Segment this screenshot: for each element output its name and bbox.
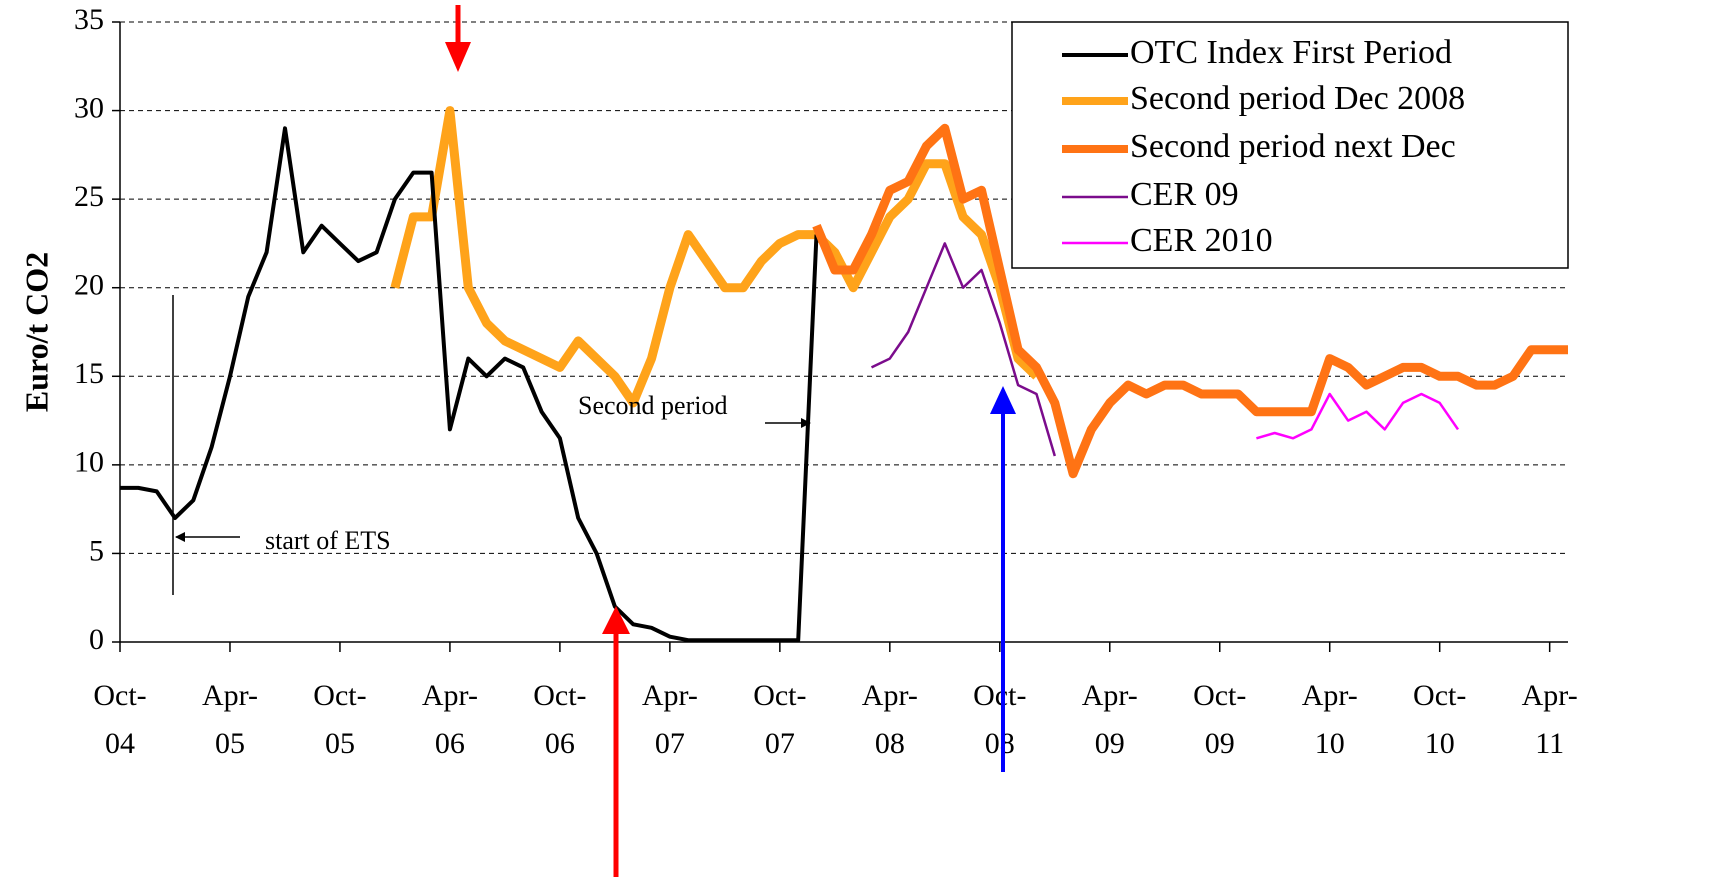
red-arrow xyxy=(445,5,471,72)
y-tick-label: 35 xyxy=(74,3,104,36)
x-tick-label: 05 xyxy=(215,727,245,760)
x-tick-label: Apr- xyxy=(1522,679,1578,712)
y-axis-title: Euro/t CO2 xyxy=(18,252,54,412)
x-tick-label: Oct- xyxy=(753,679,806,712)
x-tick-label: 08 xyxy=(875,727,905,760)
x-tick-label: Apr- xyxy=(1302,679,1358,712)
y-tick-label: 0 xyxy=(89,623,104,656)
legend: OTC Index First Period Second period Dec … xyxy=(1011,21,1569,269)
annotation: Second period xyxy=(578,391,727,420)
x-tick-label: Oct- xyxy=(1193,679,1246,712)
x-tick-label: Apr- xyxy=(1082,679,1138,712)
blue-arrow xyxy=(990,386,1016,772)
series-line xyxy=(870,242,1056,457)
series-line xyxy=(120,126,819,643)
x-tick-label: 05 xyxy=(325,727,355,760)
series-line xyxy=(812,123,1568,479)
x-tick-label: 10 xyxy=(1315,727,1345,760)
x-tick-label: Oct- xyxy=(93,679,146,712)
x-tick-label: 08 xyxy=(985,727,1015,760)
y-tick-label: 5 xyxy=(89,534,104,567)
x-tick-label: Oct- xyxy=(1413,679,1466,712)
lines xyxy=(120,106,1568,643)
x-tick-label: 06 xyxy=(545,727,575,760)
x-tick-label: 09 xyxy=(1095,727,1125,760)
x-tick-label: 10 xyxy=(1425,727,1455,760)
x-tick-label: 09 xyxy=(1205,727,1235,760)
x-tick-label: 06 xyxy=(435,727,465,760)
x-tick-label: Oct- xyxy=(533,679,586,712)
y-tick-label: 10 xyxy=(74,446,104,479)
x-tick-label: Apr- xyxy=(202,679,258,712)
series-line xyxy=(390,106,1040,408)
x-tick-label: Oct- xyxy=(313,679,366,712)
x-tick-label: 07 xyxy=(765,727,795,760)
x-tick-label: 04 xyxy=(105,727,135,760)
annotation: start of ETS xyxy=(265,526,391,555)
x-tick-label: 11 xyxy=(1535,727,1564,760)
x-tick-label: Apr- xyxy=(862,679,918,712)
y-tick-label: 15 xyxy=(74,357,104,390)
y-tick-label: 20 xyxy=(74,269,104,302)
red-arrow xyxy=(602,606,630,877)
y-tick-label: 30 xyxy=(74,91,104,124)
x-tick-label: Apr- xyxy=(642,679,698,712)
legend-label: OTC Index First Period xyxy=(1130,34,1452,71)
x-tick-label: Oct- xyxy=(973,679,1026,712)
legend-label: Second period next Dec xyxy=(1130,128,1456,165)
series-line xyxy=(1256,392,1460,440)
legend-label: CER 2010 xyxy=(1130,222,1273,259)
legend-label: Second period Dec 2008 xyxy=(1130,80,1465,117)
axes: 05101520253035Oct-04Apr-05Oct-05Apr-06Oc… xyxy=(74,3,1578,760)
x-tick-label: 07 xyxy=(655,727,685,760)
x-tick-label: Apr- xyxy=(422,679,478,712)
legend-label: CER 09 xyxy=(1130,176,1239,213)
y-tick-label: 25 xyxy=(74,180,104,213)
